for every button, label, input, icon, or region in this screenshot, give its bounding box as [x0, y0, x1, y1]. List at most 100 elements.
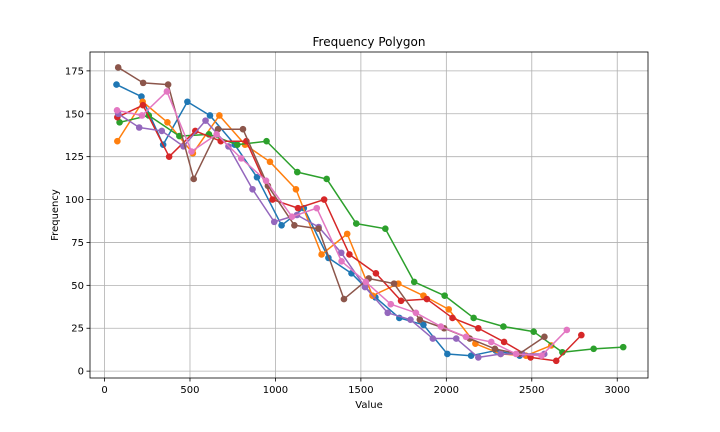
x-tick-label: 1500 — [348, 385, 373, 396]
data-point — [116, 119, 123, 126]
series-layer — [113, 64, 627, 365]
data-point — [372, 270, 380, 277]
data-point — [338, 258, 345, 265]
data-point — [619, 343, 627, 351]
series-7 — [113, 88, 571, 359]
data-point — [294, 204, 302, 212]
data-point — [500, 323, 507, 330]
plot-area-frame — [89, 51, 649, 379]
data-point — [270, 218, 278, 226]
data-point — [253, 173, 261, 181]
data-point — [387, 300, 395, 308]
axis-ticks: 0 500 1000 1500 2000 2500 3000 0 25 50 75 100 125 150… — [65, 66, 630, 396]
series-line — [117, 66, 545, 355]
data-point — [213, 131, 220, 138]
data-point — [165, 153, 173, 160]
data-point — [343, 230, 351, 238]
x-tick-label: 0 — [101, 385, 107, 396]
data-point — [249, 185, 256, 193]
data-point — [512, 350, 520, 358]
y-tick-label: 25 — [71, 324, 84, 335]
data-point — [113, 81, 120, 88]
data-point — [416, 316, 424, 323]
data-point — [138, 112, 146, 119]
data-point — [237, 155, 245, 162]
data-point — [263, 137, 270, 145]
data-point — [384, 309, 392, 317]
data-point — [294, 168, 301, 176]
data-point — [158, 127, 166, 135]
data-point — [397, 297, 405, 305]
data-point — [190, 175, 198, 183]
y-tick-label: 0 — [78, 367, 84, 378]
data-point — [206, 112, 214, 119]
data-point — [163, 88, 171, 95]
x-tick-label: 1000 — [263, 385, 288, 396]
data-point — [114, 64, 122, 71]
data-point — [390, 280, 398, 287]
data-point — [361, 283, 369, 291]
data-point — [292, 185, 300, 193]
grid-lines — [90, 52, 648, 378]
data-point — [423, 295, 431, 303]
data-point — [500, 338, 508, 346]
data-point — [113, 107, 121, 114]
data-point — [315, 225, 322, 233]
data-point — [552, 357, 560, 365]
data-point — [135, 124, 143, 131]
data-point — [578, 331, 585, 339]
data-point — [530, 328, 537, 335]
data-point — [412, 309, 420, 317]
data-point — [445, 306, 453, 313]
data-point — [264, 182, 272, 190]
data-point — [462, 333, 470, 341]
data-point — [429, 335, 437, 342]
x-tick-label: 3000 — [605, 385, 630, 396]
data-point — [452, 335, 460, 342]
data-point — [202, 117, 209, 124]
y-tick-label: 100 — [65, 195, 84, 206]
data-point — [164, 81, 172, 88]
data-point — [410, 278, 418, 286]
data-point — [362, 278, 370, 286]
y-tick-label: 75 — [71, 238, 84, 249]
data-point — [216, 112, 223, 119]
data-point — [239, 125, 247, 133]
chart-title: Frequency Polygon — [313, 35, 426, 49]
data-point — [164, 119, 171, 126]
data-point — [313, 204, 321, 212]
y-tick-label: 125 — [65, 152, 84, 163]
data-point — [320, 196, 328, 203]
series-6 — [114, 64, 548, 358]
y-axis-title: Frequency — [50, 189, 61, 241]
data-point — [474, 354, 482, 361]
data-point — [346, 251, 353, 258]
data-point — [291, 221, 298, 229]
data-point — [214, 125, 222, 133]
x-tick-label: 2000 — [434, 385, 459, 396]
data-point — [407, 316, 414, 323]
series-line — [116, 83, 520, 357]
data-point — [541, 333, 548, 341]
data-point — [420, 321, 427, 329]
data-point — [474, 324, 482, 332]
data-point — [188, 148, 195, 155]
data-point — [340, 295, 348, 303]
data-point — [437, 323, 445, 330]
data-point — [288, 213, 296, 221]
data-point — [262, 177, 270, 184]
data-point — [318, 251, 325, 258]
data-point — [114, 137, 121, 145]
data-point — [563, 326, 571, 334]
data-point — [234, 141, 241, 148]
data-point — [444, 350, 451, 358]
data-point — [323, 175, 331, 183]
data-point — [467, 352, 475, 359]
data-point — [184, 98, 191, 106]
x-tick-label: 500 — [180, 385, 199, 396]
data-point — [491, 345, 499, 353]
data-point — [352, 220, 360, 227]
data-point — [139, 101, 147, 109]
series-4 — [114, 101, 585, 365]
